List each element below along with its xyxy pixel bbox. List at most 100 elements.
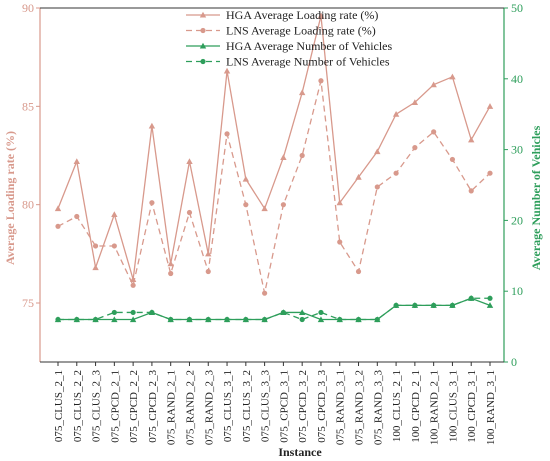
series-line	[57, 15, 491, 280]
data-point	[243, 202, 249, 208]
x-tick-label: 075_RAND_2_3	[203, 370, 215, 446]
x-tick-label: 075_CLUS_2_3	[91, 370, 103, 443]
data-point	[55, 316, 61, 323]
data-point	[449, 302, 456, 308]
data-point	[298, 309, 306, 315]
series-2	[54, 295, 494, 323]
y-right-tick-label: 10	[511, 284, 523, 298]
data-point	[337, 239, 343, 245]
data-point	[299, 316, 305, 323]
x-tick-label: 100_CLUS_3_1	[447, 370, 459, 442]
legend-label: HGA Average Loading rate (%)	[226, 8, 378, 22]
legend-marker	[199, 42, 207, 49]
data-point	[54, 205, 62, 212]
data-point	[74, 213, 80, 220]
data-point	[468, 295, 474, 301]
x-tick-label: 075_RAND_3_3	[372, 370, 384, 446]
x-tick-label: 075_CPCD_2_2	[128, 370, 140, 443]
x-tick-label: 075_CPCD_3_3	[316, 370, 328, 443]
data-point	[261, 205, 268, 212]
data-point	[374, 184, 380, 190]
data-point	[486, 302, 494, 308]
x-tick-label: 100_CLUS_2_1	[391, 370, 403, 442]
legend-item: HGA Average Number of Vehicles	[186, 39, 393, 53]
data-point	[392, 111, 400, 117]
data-point	[411, 99, 419, 105]
y-left-tick-label: 80	[22, 198, 34, 212]
data-point	[280, 309, 286, 316]
x-tick-label: 075_CPCD_3_2	[297, 370, 309, 443]
x-tick-label: 075_CLUS_2_2	[72, 370, 84, 442]
data-point	[374, 316, 380, 323]
data-point	[280, 154, 287, 161]
y-right-tick-label: 30	[511, 143, 523, 157]
data-point	[262, 290, 268, 296]
data-point	[129, 316, 137, 323]
series-3	[55, 295, 493, 323]
legend-marker	[200, 58, 206, 65]
data-point	[355, 268, 362, 275]
data-point	[224, 316, 230, 323]
series-0	[54, 12, 494, 282]
data-point	[318, 309, 324, 316]
y-right-tick-label: 0	[511, 355, 517, 369]
data-point	[336, 199, 343, 206]
x-tick-label: 100_RAND_3_1	[485, 370, 497, 445]
data-point	[168, 270, 174, 277]
series-1	[55, 78, 493, 296]
data-point	[337, 316, 343, 323]
x-axis-label: Instance	[278, 445, 322, 459]
data-point	[412, 145, 418, 151]
data-point	[243, 316, 249, 323]
data-point	[186, 158, 193, 164]
data-point	[92, 243, 99, 249]
data-point	[149, 200, 155, 206]
legend-label: LNS Average Number of Vehicles	[226, 55, 390, 69]
data-point	[168, 316, 174, 323]
data-point	[130, 309, 136, 316]
x-tick-label: 075_RAND_2_1	[166, 370, 178, 445]
data-point	[431, 302, 437, 308]
x-tick-label: 075_RAND_3_2	[354, 370, 366, 445]
legend-label: LNS Average Loading rate (%)	[226, 24, 376, 38]
data-point	[412, 302, 418, 308]
legend-item: LNS Average Loading rate (%)	[186, 24, 376, 38]
data-point	[242, 175, 250, 182]
y-right-tick-label: 40	[511, 72, 523, 86]
x-tick-label: 075_CLUS_3_3	[260, 370, 272, 443]
y-axis-left-label: Average Loading rate (%)	[3, 131, 17, 265]
data-point	[449, 156, 456, 163]
data-point	[55, 223, 61, 229]
y-right-tick-label: 50	[511, 1, 523, 15]
x-tick-label: 075_CLUS_3_1	[222, 370, 234, 442]
y-left-tick-label: 75	[22, 296, 34, 310]
data-point	[111, 211, 118, 218]
data-point	[111, 309, 117, 316]
x-tick-label: 075_RAND_2_2	[184, 370, 196, 445]
data-point	[92, 264, 99, 271]
data-point	[280, 202, 286, 208]
data-point	[317, 316, 325, 323]
data-point	[468, 136, 475, 143]
data-point	[393, 302, 399, 308]
data-point	[355, 316, 362, 323]
data-point	[111, 316, 118, 323]
data-point	[449, 73, 456, 80]
x-tick-label: 075_RAND_3_1	[335, 370, 347, 445]
series-layer	[54, 12, 494, 323]
x-tick-label: 075_CPCD_3_1	[278, 370, 290, 443]
data-point	[205, 268, 211, 275]
data-point	[92, 316, 99, 323]
legend: HGA Average Loading rate (%) LNS Average …	[186, 8, 393, 69]
series-line	[58, 297, 490, 321]
data-point	[393, 170, 399, 176]
data-point	[298, 89, 306, 96]
data-point	[430, 81, 437, 88]
data-point	[148, 122, 156, 129]
series-line	[57, 80, 491, 294]
data-point	[167, 260, 174, 267]
legend-marker	[200, 27, 206, 34]
y-right-tick-label: 20	[511, 213, 523, 227]
data-point	[149, 309, 155, 316]
